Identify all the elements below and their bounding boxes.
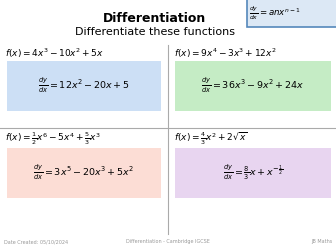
FancyBboxPatch shape <box>175 148 331 198</box>
Text: Differentiation: Differentiation <box>103 12 207 25</box>
FancyBboxPatch shape <box>247 0 336 27</box>
Text: $\frac{dy}{dx} = anx^{n-1}$: $\frac{dy}{dx} = anx^{n-1}$ <box>249 4 301 22</box>
Text: Differentiate these functions: Differentiate these functions <box>75 27 235 37</box>
Text: JB Maths: JB Maths <box>311 239 332 244</box>
Text: $f(x) = 9x^4 - 3x^3 + 12x^2$: $f(x) = 9x^4 - 3x^3 + 12x^2$ <box>174 47 277 60</box>
Text: $\frac{dy}{dx} = 3x^5 - 20x^3 + 5x^2$: $\frac{dy}{dx} = 3x^5 - 20x^3 + 5x^2$ <box>34 164 134 182</box>
Text: $\frac{dy}{dx} = \frac{8}{3}x + x^{-\frac{1}{2}}$: $\frac{dy}{dx} = \frac{8}{3}x + x^{-\fra… <box>223 164 283 182</box>
FancyBboxPatch shape <box>175 61 331 111</box>
Text: $\frac{dy}{dx} = 12x^2 - 20x + 5$: $\frac{dy}{dx} = 12x^2 - 20x + 5$ <box>38 77 130 95</box>
Text: Differentiation - Cambridge IGCSE: Differentiation - Cambridge IGCSE <box>126 239 210 244</box>
Text: $f(x) = \frac{4}{3}x^2 + 2\sqrt{x}$: $f(x) = \frac{4}{3}x^2 + 2\sqrt{x}$ <box>174 130 248 147</box>
FancyBboxPatch shape <box>7 61 161 111</box>
Text: $\frac{dy}{dx} = 36x^3 - 9x^2 + 24x$: $\frac{dy}{dx} = 36x^3 - 9x^2 + 24x$ <box>201 77 305 95</box>
Text: $f(x) = 4x^3 - 10x^2 + 5x$: $f(x) = 4x^3 - 10x^2 + 5x$ <box>5 47 104 60</box>
FancyBboxPatch shape <box>7 148 161 198</box>
Text: $f(x) = \frac{1}{2}x^6 - 5x^4 + \frac{5}{3}x^3$: $f(x) = \frac{1}{2}x^6 - 5x^4 + \frac{5}… <box>5 130 101 147</box>
Text: Date Created: 05/10/2024: Date Created: 05/10/2024 <box>4 239 68 244</box>
